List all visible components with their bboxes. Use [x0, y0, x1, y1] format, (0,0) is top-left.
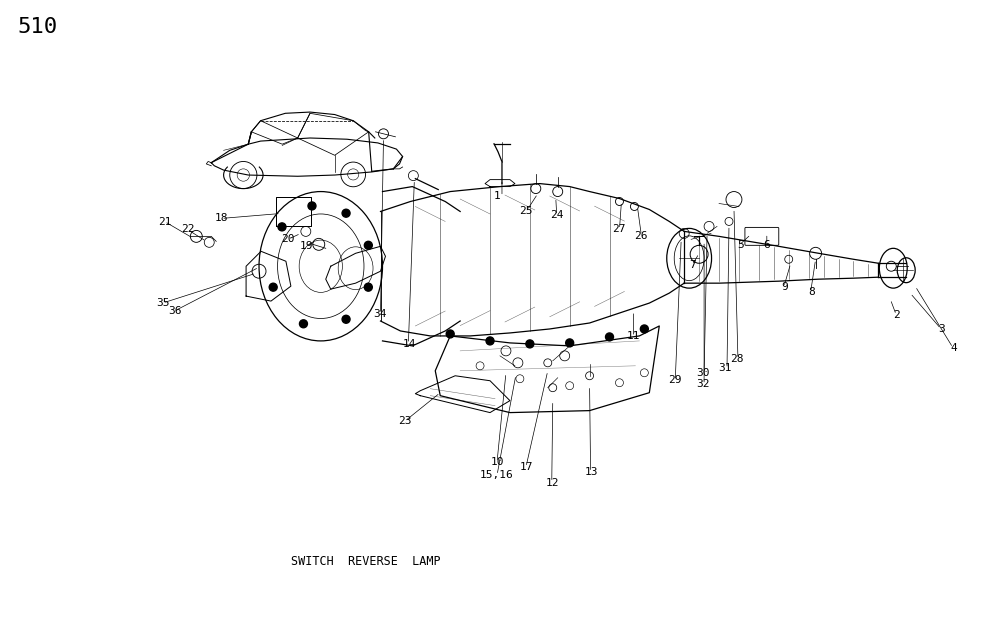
- Text: 10: 10: [491, 457, 504, 467]
- Text: 5: 5: [737, 240, 743, 250]
- Circle shape: [365, 283, 373, 291]
- Circle shape: [446, 330, 454, 338]
- Circle shape: [342, 315, 350, 323]
- Text: 4: 4: [950, 343, 956, 353]
- Text: 17: 17: [519, 462, 533, 472]
- Text: 7: 7: [690, 260, 697, 270]
- Text: 19: 19: [299, 241, 313, 251]
- Text: 25: 25: [519, 206, 533, 216]
- Text: 18: 18: [214, 213, 228, 223]
- Text: 6: 6: [763, 240, 770, 250]
- Text: 27: 27: [612, 224, 625, 234]
- Text: 28: 28: [730, 354, 744, 364]
- Text: 1: 1: [495, 191, 500, 201]
- Text: 3: 3: [938, 324, 944, 334]
- Text: 2: 2: [893, 310, 900, 320]
- Text: 34: 34: [374, 309, 386, 319]
- Circle shape: [278, 223, 286, 231]
- Text: 31: 31: [718, 363, 732, 373]
- Text: 12: 12: [546, 478, 560, 488]
- Circle shape: [270, 283, 277, 291]
- Text: 15,16: 15,16: [480, 470, 513, 480]
- Text: 13: 13: [585, 467, 598, 478]
- Text: 20: 20: [281, 235, 295, 244]
- Text: 11: 11: [627, 331, 640, 342]
- Text: 9: 9: [781, 281, 788, 292]
- Text: 23: 23: [398, 417, 411, 426]
- Text: 21: 21: [159, 217, 171, 226]
- Circle shape: [606, 333, 613, 341]
- Text: 29: 29: [668, 376, 682, 385]
- Text: 510: 510: [17, 17, 57, 37]
- Circle shape: [365, 241, 373, 249]
- Text: 36: 36: [168, 306, 181, 316]
- Text: 24: 24: [550, 210, 564, 221]
- Text: 32: 32: [696, 379, 710, 389]
- Text: 22: 22: [181, 224, 194, 234]
- Text: 30: 30: [696, 368, 710, 378]
- Text: 35: 35: [157, 297, 169, 308]
- Circle shape: [566, 339, 574, 347]
- Circle shape: [342, 209, 350, 217]
- Text: 14: 14: [403, 339, 416, 349]
- Circle shape: [640, 325, 648, 333]
- Text: SWITCH  REVERSE  LAMP: SWITCH REVERSE LAMP: [291, 556, 441, 569]
- Circle shape: [526, 340, 534, 348]
- Circle shape: [486, 337, 494, 345]
- Circle shape: [299, 320, 307, 328]
- Circle shape: [308, 202, 316, 210]
- Text: 26: 26: [634, 231, 647, 240]
- Text: 8: 8: [808, 287, 815, 297]
